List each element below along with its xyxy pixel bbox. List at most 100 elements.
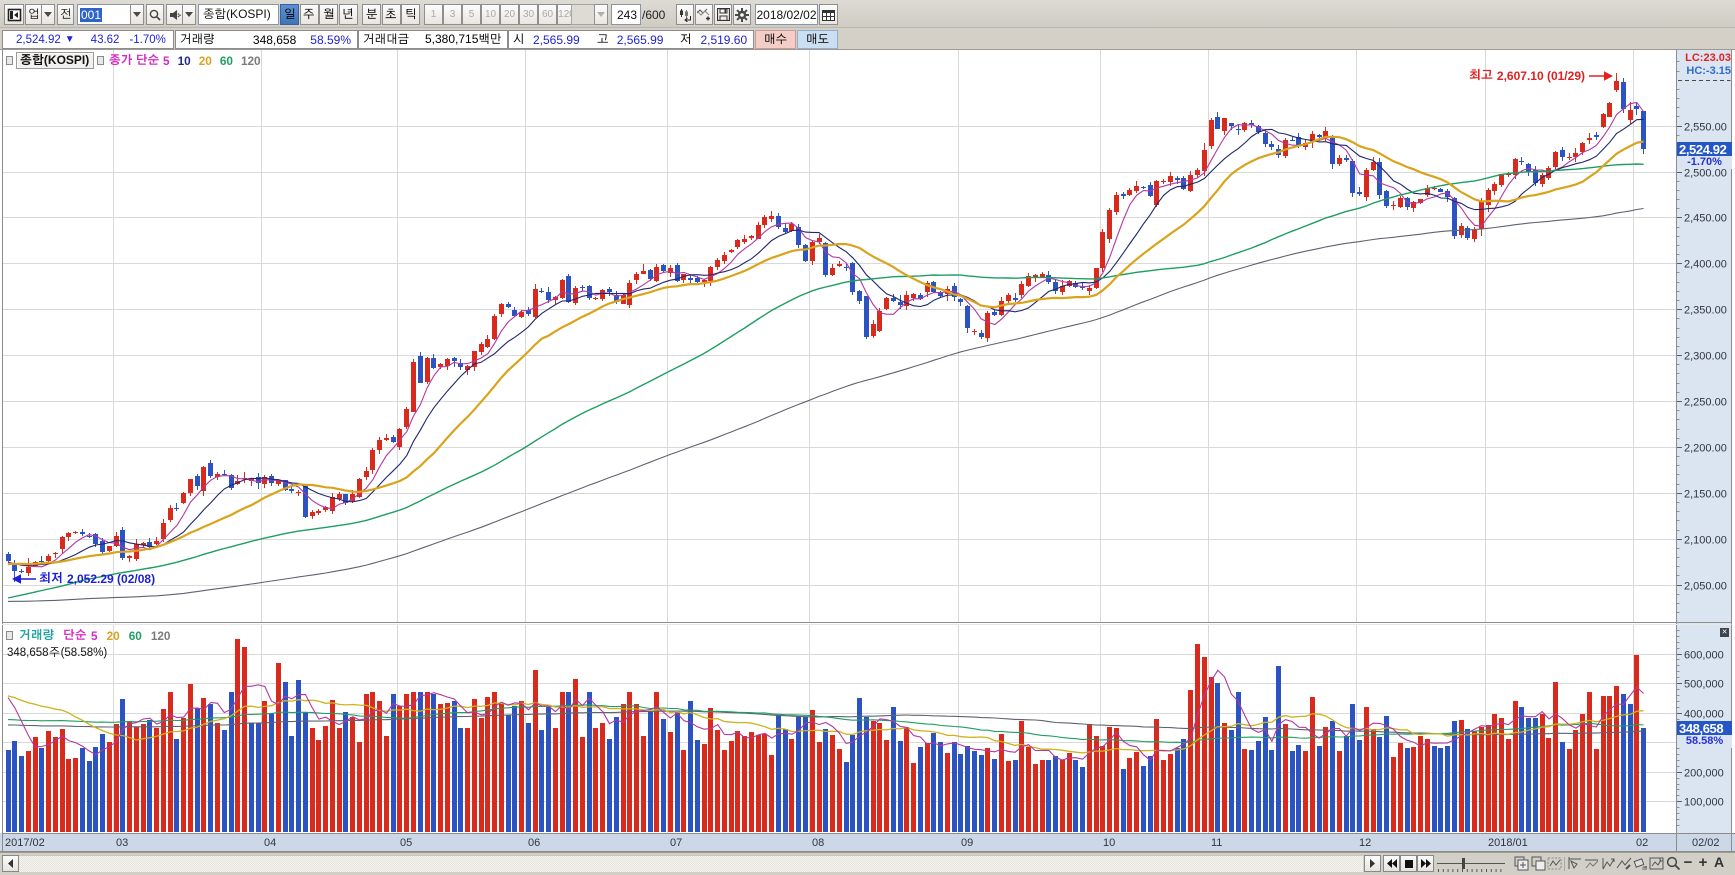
bar-count-total: /600	[642, 7, 666, 22]
axis-ticks	[1677, 126, 1682, 802]
cycle-button-초	[381, 4, 401, 25]
crosshair-tool-button[interactable]	[1567, 856, 1583, 871]
dropdown-arrow-icon	[597, 12, 605, 17]
minute-button-30-label: 30	[522, 9, 535, 20]
code-input[interactable]: 001	[77, 4, 131, 25]
price-tick-label: 2,550.00	[1684, 122, 1727, 134]
copy-chart-button[interactable]	[1514, 856, 1529, 871]
updown-tool-button[interactable]	[1600, 856, 1616, 871]
eraser-tool-button[interactable]: all	[1633, 856, 1649, 871]
price-tick-label: 2,450.00	[1684, 213, 1727, 225]
calendar-icon	[822, 9, 835, 21]
period-button-일[interactable]	[280, 4, 299, 25]
scroll-right-button[interactable]	[1364, 855, 1381, 872]
search-button[interactable]	[146, 4, 164, 25]
rewind-button[interactable]	[1383, 855, 1400, 872]
price-tick-label: 2,150.00	[1684, 489, 1727, 501]
period-button-년[interactable]	[338, 4, 358, 25]
zoom-in-button[interactable]: +	[1698, 854, 1708, 871]
down-arrow-icon: ▼	[64, 34, 75, 45]
price-tick-label: 2,400.00	[1684, 259, 1727, 271]
axis-tick-labels: 2,050.00 2,100.00 2,150.00 2,200.00 2,250.00…	[1684, 122, 1727, 809]
up-volume-bars	[26, 639, 1639, 832]
vma60-line	[7, 704, 1644, 744]
minute-button-1: 1	[424, 4, 443, 25]
panel-toggle-button[interactable]	[4, 4, 24, 25]
industry-button[interactable]	[25, 4, 42, 25]
price-tick-label: 2,250.00	[1684, 397, 1727, 409]
trend-lines-icon	[697, 8, 710, 20]
date-input[interactable]: 2018/02/02	[755, 4, 818, 25]
chart-image-button[interactable]	[1649, 856, 1665, 871]
code-dropdown-button[interactable]	[130, 4, 144, 25]
pattern-search-button[interactable]	[1547, 856, 1563, 871]
period-button-년-label	[342, 7, 354, 22]
ma20-line	[7, 135, 1644, 566]
extra-period-dropdown	[594, 4, 608, 25]
volume-ma-lines	[7, 669, 1644, 762]
scroll-left-button[interactable]	[2, 855, 19, 872]
cycle-button-분[interactable]	[362, 4, 381, 25]
price-ma-lines	[7, 101, 1645, 602]
toolbar-separator	[1564, 857, 1565, 871]
buy-button[interactable]	[755, 30, 796, 49]
bar-width-slider[interactable]	[1437, 856, 1507, 874]
pane-borders	[0, 49, 1735, 852]
symbol-chip[interactable]: (KOSPI)	[16, 52, 94, 69]
industry-button-label	[28, 7, 40, 22]
trendline-tool-button[interactable]	[1584, 856, 1600, 871]
volume-tick-label: 600,000	[1684, 650, 1724, 662]
industry-dropdown-button[interactable]	[41, 4, 55, 25]
pane-collapse-button[interactable]: ✕	[1720, 628, 1729, 637]
price-tick-label: 2,350.00	[1684, 305, 1727, 317]
chart-shift-button[interactable]	[676, 4, 694, 25]
low-value: 2,519.60	[700, 32, 748, 47]
cycle-button-틱[interactable]	[401, 4, 420, 25]
minute-button-10-label: 10	[484, 9, 497, 20]
price-tick-label: 2,500.00	[1684, 168, 1727, 180]
stop-icon	[1404, 859, 1413, 868]
draw-tool-button[interactable]	[1616, 856, 1632, 871]
font-size-button[interactable]: A	[1713, 854, 1725, 870]
last-price: 2,524.92	[16, 33, 61, 46]
settings-button[interactable]	[733, 4, 751, 25]
volume-value: 348,658	[252, 32, 297, 47]
previous-button[interactable]	[57, 4, 74, 25]
period-button-주[interactable]	[299, 4, 319, 25]
stop-button[interactable]	[1400, 855, 1417, 872]
symbol-input[interactable]: (KOSPI)	[198, 4, 279, 25]
rewind-icon	[1386, 859, 1397, 868]
dropdown-arrow-icon	[133, 12, 141, 17]
down-volume-bars	[6, 666, 1646, 832]
high-label	[597, 32, 609, 47]
value-label	[363, 32, 410, 47]
symbol-chip-label: (KOSPI)	[20, 53, 90, 68]
fast-forward-button[interactable]	[1417, 855, 1434, 872]
period-button-월[interactable]	[319, 4, 338, 25]
price-tick-label: 2,100.00	[1684, 535, 1727, 547]
save-button[interactable]	[714, 4, 732, 25]
date-input-value: 2018/02/02	[756, 7, 817, 22]
duplicate-window-button[interactable]	[1531, 856, 1546, 871]
bottom-toolbar: all − + A	[0, 852, 1735, 875]
zoom-tool-button[interactable]	[1666, 856, 1681, 871]
svg-text:all: all	[1642, 866, 1647, 871]
price-change: 43.62	[90, 33, 120, 46]
ma10-line	[7, 118, 1644, 567]
ohl-field: 2,565.99 2,565.99 2,519.60	[508, 30, 754, 49]
bar-count-input[interactable]: 243	[611, 4, 641, 25]
chart-toolbar: 001 (KOSPI) 1 3 5 10 20 30 60 120 243 /600 2018…	[0, 0, 1735, 28]
sell-button[interactable]	[797, 30, 838, 49]
chart-scrollbar-track[interactable]	[19, 855, 1363, 872]
period-button-월-label	[323, 7, 335, 22]
calendar-button[interactable]	[819, 4, 838, 25]
sound-dropdown-button[interactable]	[182, 4, 196, 25]
zoom-out-button[interactable]: −	[1683, 854, 1693, 871]
compare-chart-button[interactable]	[695, 4, 713, 25]
price-field: 2,524.92 ▼ 43.62 -1.70%	[2, 30, 174, 49]
volume-tick-label: 200,000	[1684, 768, 1724, 780]
symbol-input-value: (KOSPI)	[203, 7, 271, 22]
sound-button[interactable]	[166, 4, 183, 25]
